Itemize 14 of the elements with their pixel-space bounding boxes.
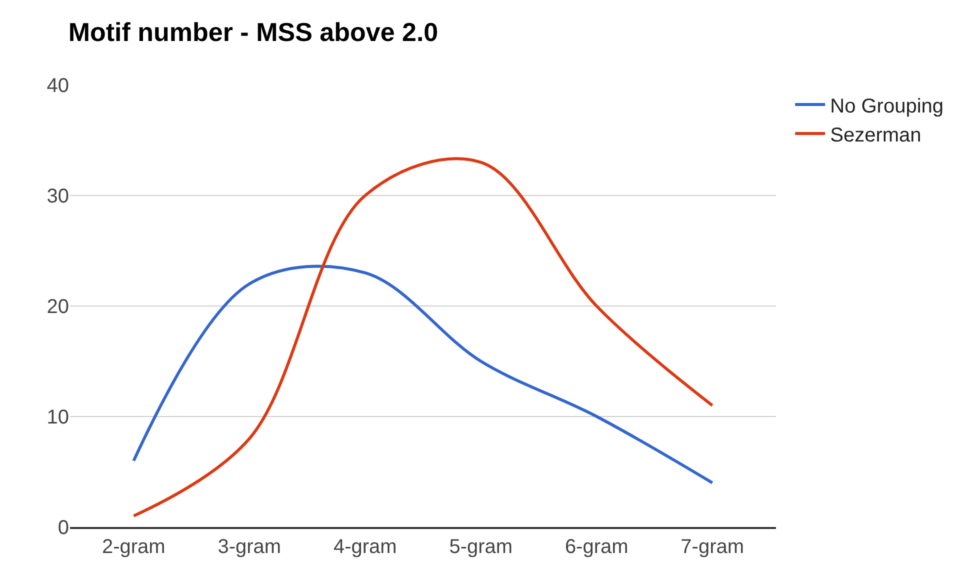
x-tick-label: 6-gram — [564, 536, 628, 558]
y-tick-label: 40 — [46, 75, 69, 97]
y-tick-label: 0 — [58, 517, 69, 539]
y-tick-label: 20 — [46, 296, 69, 318]
x-tick-label: 2-gram — [102, 536, 166, 558]
y-tick-label: 30 — [46, 186, 69, 208]
legend-label: No Grouping — [830, 95, 944, 118]
legend-label: Sezerman — [830, 124, 922, 146]
x-tick-label: 3-gram — [218, 536, 282, 558]
x-tick-label: 7-gram — [680, 536, 744, 558]
x-tick-label: 4-gram — [333, 536, 397, 558]
chart-title: Motif number - MSS above 2.0 — [68, 17, 438, 48]
x-tick-label: 5-gram — [449, 536, 513, 558]
y-tick-label: 10 — [46, 406, 69, 428]
